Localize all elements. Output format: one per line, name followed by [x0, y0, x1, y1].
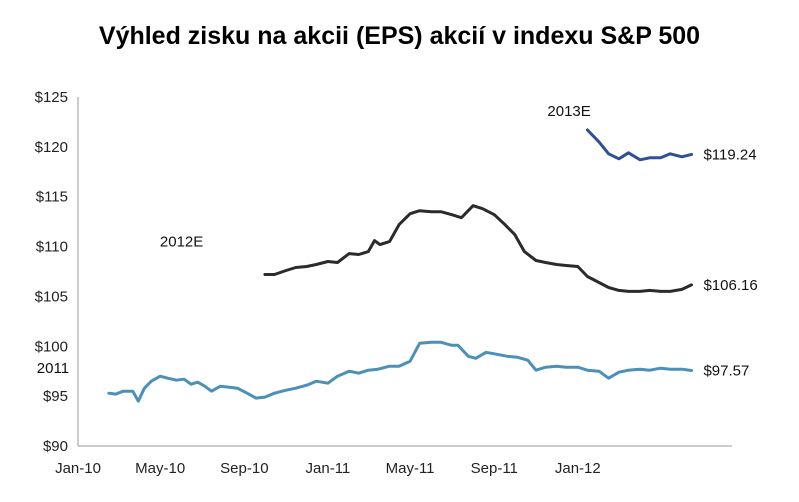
series-lines: [107, 128, 693, 403]
y-tick-label: $115: [36, 189, 68, 206]
series-name-label: 2013E: [547, 103, 590, 120]
x-tick-label: Sep-11: [471, 460, 518, 477]
series-name-label: 2012E: [160, 233, 203, 250]
y-tick-label: $90: [43, 438, 68, 455]
y-tick-label: $100: [35, 338, 68, 355]
y-tick-label: $125: [35, 89, 68, 106]
x-tick-label: Jan-11: [306, 460, 351, 477]
series-line-2013e: [585, 128, 693, 162]
y-tick-label: $120: [35, 139, 68, 156]
y-tick-label: $105: [35, 288, 68, 305]
series-name-label: 2011: [37, 360, 69, 377]
series-line-2011: [107, 340, 693, 403]
x-tick-label: May-10: [135, 460, 185, 477]
series-line-2012e: [263, 204, 693, 293]
x-tick-labels: Jan-10 May-10 Sep-10 Jan-11 May-11 Sep-11 Jan-…: [55, 460, 601, 477]
y-tick-labels: $90 $95 $100 $105 $110 $115 $120 $125: [35, 89, 68, 455]
series-end-value-label: $106.16: [703, 277, 757, 294]
series-labels: 2011 $97.57 2012E $106.16 2013E $119.24: [37, 103, 758, 380]
x-tick-label: Sep-10: [220, 460, 268, 477]
x-tick-label: Jan-10: [55, 460, 101, 477]
y-tick-label: $110: [36, 239, 68, 256]
x-tick-label: Jan-12: [555, 460, 601, 477]
y-tick-label: $95: [43, 388, 68, 405]
chart-title: Výhled zisku na akcii (EPS) akcií v inde…: [98, 22, 701, 50]
series-end-value-label: $97.57: [703, 363, 749, 380]
x-tick-label: May-11: [386, 460, 435, 477]
series-end-value-label: $119.24: [703, 146, 756, 163]
axes: [77, 97, 732, 447]
